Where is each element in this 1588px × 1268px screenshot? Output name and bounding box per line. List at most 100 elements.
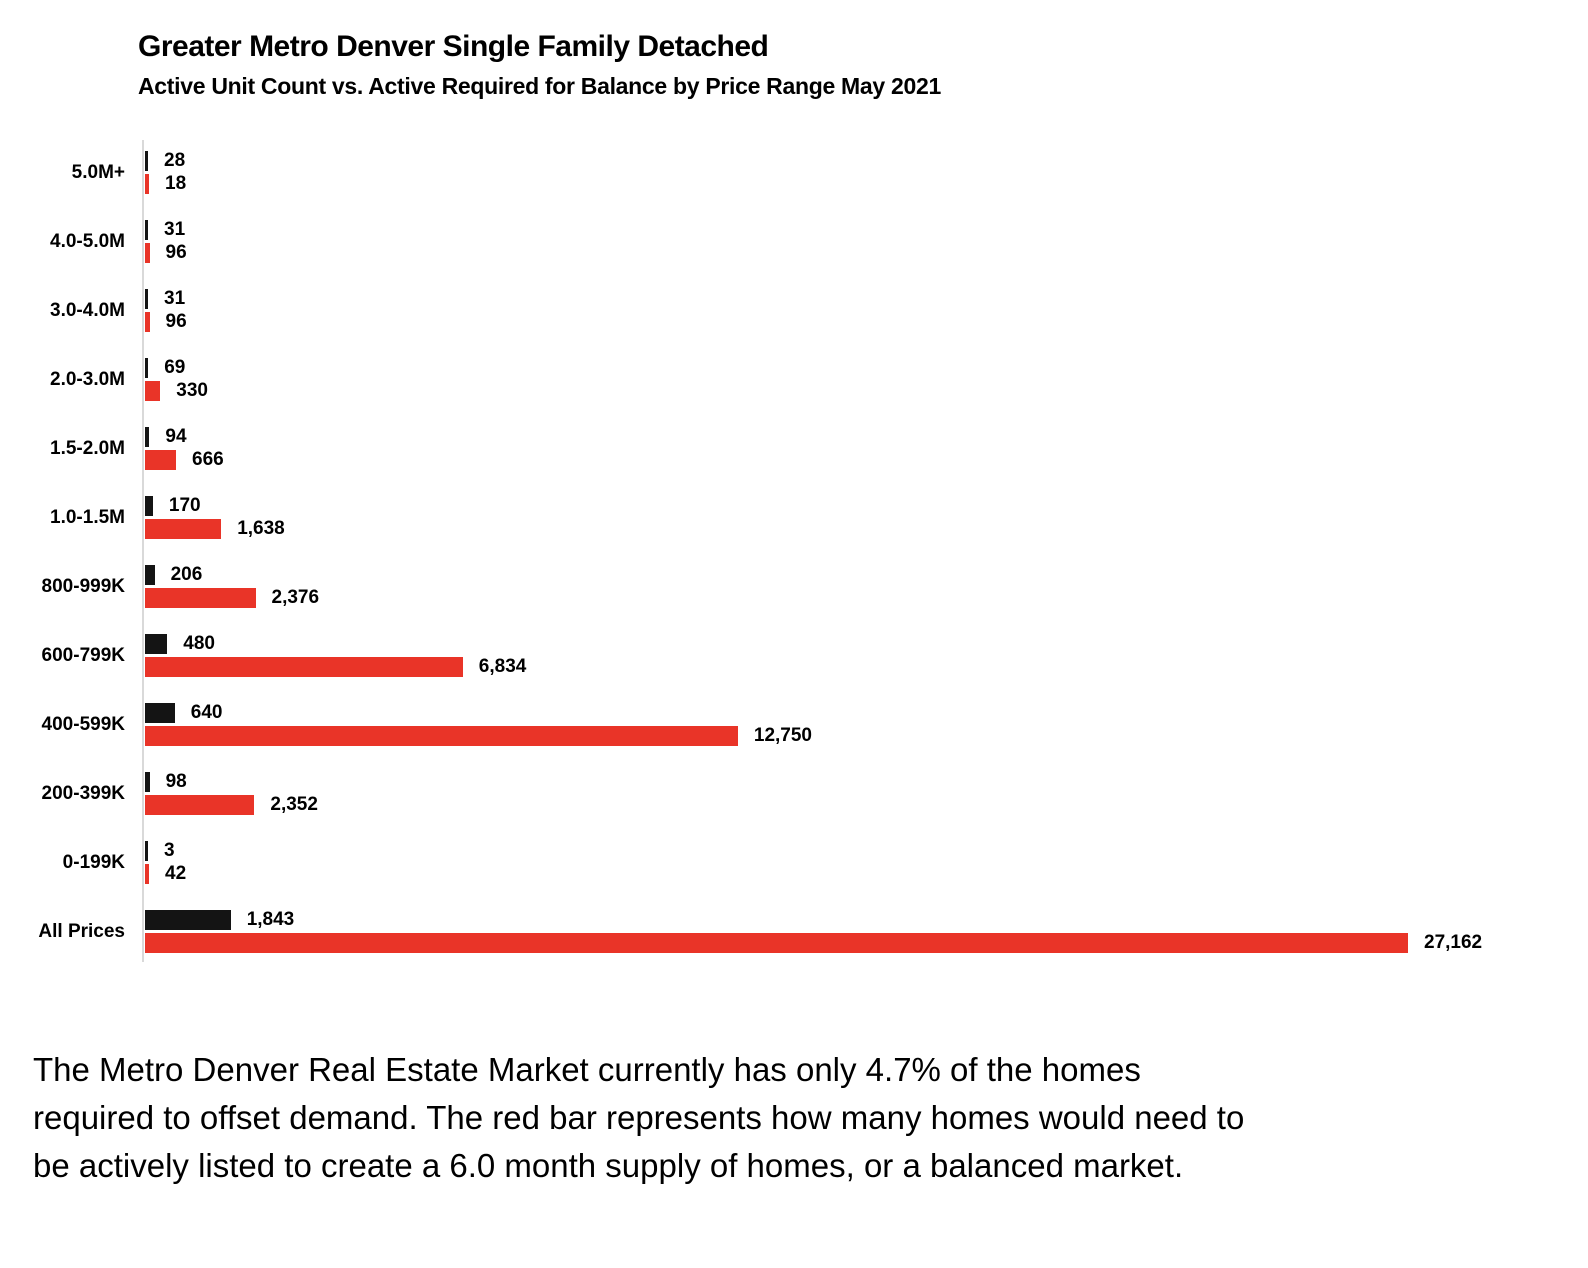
chart-row: 0-199K 3 42 [0,828,1588,897]
bar-pair: 31 96 [145,219,187,263]
required-balance-value: 96 [165,242,187,263]
required-balance-bar-line: 1,638 [145,518,285,539]
category-label: 800-999K [41,575,125,597]
required-balance-bar-line: 12,750 [145,725,813,746]
caption-line: The Metro Denver Real Estate Market curr… [33,1051,1141,1088]
required-balance-bar [145,381,161,401]
chart-subtitle: Active Unit Count vs. Active Required fo… [138,73,941,99]
required-balance-bar-line: 96 [145,242,187,263]
bar-pair: 640 12,750 [145,702,813,746]
chart-row: 800-999K 206 2,376 [0,552,1588,621]
required-balance-bar-line: 42 [145,863,187,884]
category-label: 2.0-3.0M [50,368,125,390]
bar-pair: 3 42 [145,840,187,884]
active-count-bar [145,634,168,654]
active-count-bar-line: 69 [145,357,208,378]
chart-row: 1.5-2.0M 94 666 [0,414,1588,483]
active-count-value: 31 [164,219,186,240]
active-count-bar [145,565,155,585]
active-count-bar-line: 3 [145,840,186,861]
chart-row: 200-399K 98 2,352 [0,759,1588,828]
required-balance-value: 1,638 [237,518,285,539]
required-balance-bar [145,588,256,608]
active-count-value: 640 [190,702,223,723]
required-balance-value: 2,352 [270,794,318,815]
active-count-value: 480 [183,633,215,654]
required-balance-bar [145,726,738,746]
required-balance-bar-line: 330 [145,380,208,401]
bar-pair: 170 1,638 [145,495,285,539]
bar-chart: 5.0M+ 28 18 4.0-5.0M 31 96 3.0-4.0M 31 96 2.0-3.0… [0,138,1588,966]
category-label: 1.0-1.5M [50,506,125,528]
required-balance-value: 96 [165,311,187,332]
bar-pair: 98 2,352 [145,771,318,815]
required-balance-bar-line: 666 [145,449,224,470]
active-count-bar [145,703,175,723]
required-balance-bar-line: 96 [145,311,187,332]
active-count-value: 69 [164,357,186,378]
required-balance-bar [145,312,150,332]
category-label: 400-599K [41,713,125,735]
required-balance-bar [145,795,255,815]
required-balance-bar [145,174,149,194]
active-count-value: 94 [165,426,187,447]
chart-row: All Prices 1,843 27,162 [0,897,1588,966]
chart-row: 2.0-3.0M 69 330 [0,345,1588,414]
category-label: 4.0-5.0M [50,230,125,252]
caption-line: required to offset demand. The red bar r… [33,1099,1245,1136]
chart-row: 3.0-4.0M 31 96 [0,276,1588,345]
bar-pair: 94 666 [145,426,224,470]
active-count-bar-line: 31 [145,219,187,240]
required-balance-value: 6,834 [478,656,527,677]
required-balance-bar-line: 27,162 [145,932,1483,953]
active-count-bar-line: 206 [145,564,319,585]
bar-pair: 69 330 [145,357,208,401]
active-count-bar [145,358,149,378]
active-count-bar [145,496,153,516]
active-count-bar-line: 170 [145,495,285,516]
active-count-bar-line: 640 [145,702,812,723]
category-label: 600-799K [41,644,125,666]
required-balance-bar-line: 18 [145,173,186,194]
required-balance-bar [145,243,150,263]
bar-pair: 480 6,834 [145,633,527,677]
active-count-value: 28 [164,150,186,171]
active-count-bar-line: 31 [145,288,187,309]
required-balance-bar-line: 2,352 [145,794,318,815]
caption-line: be actively listed to create a 6.0 month… [33,1147,1184,1184]
active-count-bar [145,289,148,309]
active-count-bar [145,910,231,930]
required-balance-bar-line: 6,834 [145,656,527,677]
active-count-bar [145,427,150,447]
category-label: 1.5-2.0M [50,437,125,459]
active-count-bar-line: 480 [145,633,526,654]
required-balance-value: 27,162 [1424,932,1483,953]
active-count-value: 170 [168,495,201,516]
chart-title: Greater Metro Denver Single Family Detac… [138,30,769,63]
active-count-bar-line: 98 [145,771,318,792]
active-count-value: 206 [170,564,203,585]
active-count-bar [145,841,148,861]
required-balance-bar [145,657,463,677]
required-balance-bar [145,933,1408,953]
category-label: 200-399K [41,782,125,804]
chart-header: Greater Metro Denver Single Family Detac… [138,30,941,100]
required-balance-value: 42 [165,863,187,884]
active-count-value: 98 [165,771,187,792]
active-count-bar-line: 28 [145,150,186,171]
required-balance-bar [145,450,176,470]
category-label: 3.0-4.0M [50,299,125,321]
required-balance-value: 12,750 [753,725,813,746]
active-count-bar [145,151,148,171]
chart-row: 4.0-5.0M 31 96 [0,207,1588,276]
active-count-value: 3 [164,840,175,861]
required-balance-bar-line: 2,376 [145,587,319,608]
bar-pair: 28 18 [145,150,186,194]
category-label: 5.0M+ [71,161,125,183]
required-balance-value: 330 [176,380,208,401]
bar-pair: 206 2,376 [145,564,319,608]
category-label: 0-199K [62,851,125,873]
active-count-bar-line: 94 [145,426,224,447]
required-balance-value: 666 [192,449,224,470]
